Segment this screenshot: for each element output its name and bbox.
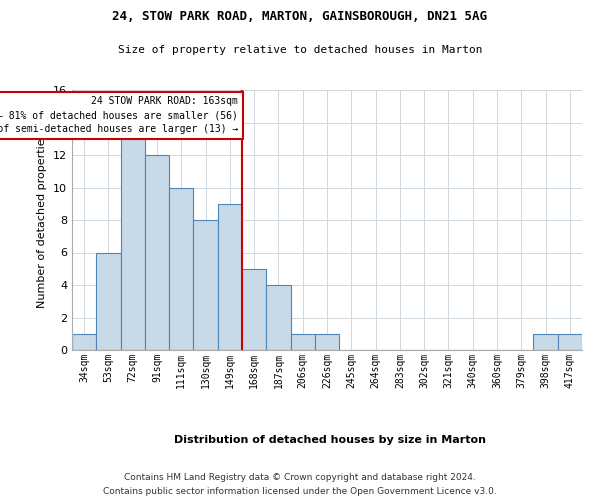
Bar [121,138,145,350]
Bar [145,155,169,350]
Bar [290,334,315,350]
Bar [72,334,96,350]
Text: Distribution of detached houses by size in Marton: Distribution of detached houses by size … [174,435,486,445]
Bar [218,204,242,350]
Bar [193,220,218,350]
Bar [533,334,558,350]
Text: Contains HM Land Registry data © Crown copyright and database right 2024.: Contains HM Land Registry data © Crown c… [124,472,476,482]
Text: 24 STOW PARK ROAD: 163sqm
← 81% of detached houses are smaller (56)
19% of semi-: 24 STOW PARK ROAD: 163sqm ← 81% of detac… [0,96,238,134]
Bar [266,285,290,350]
Bar [315,334,339,350]
Text: Contains public sector information licensed under the Open Government Licence v3: Contains public sector information licen… [103,488,497,496]
Y-axis label: Number of detached properties: Number of detached properties [37,132,47,308]
Bar [558,334,582,350]
Text: Size of property relative to detached houses in Marton: Size of property relative to detached ho… [118,45,482,55]
Bar [242,269,266,350]
Bar [96,252,121,350]
Bar [169,188,193,350]
Text: 24, STOW PARK ROAD, MARTON, GAINSBOROUGH, DN21 5AG: 24, STOW PARK ROAD, MARTON, GAINSBOROUGH… [113,10,487,23]
